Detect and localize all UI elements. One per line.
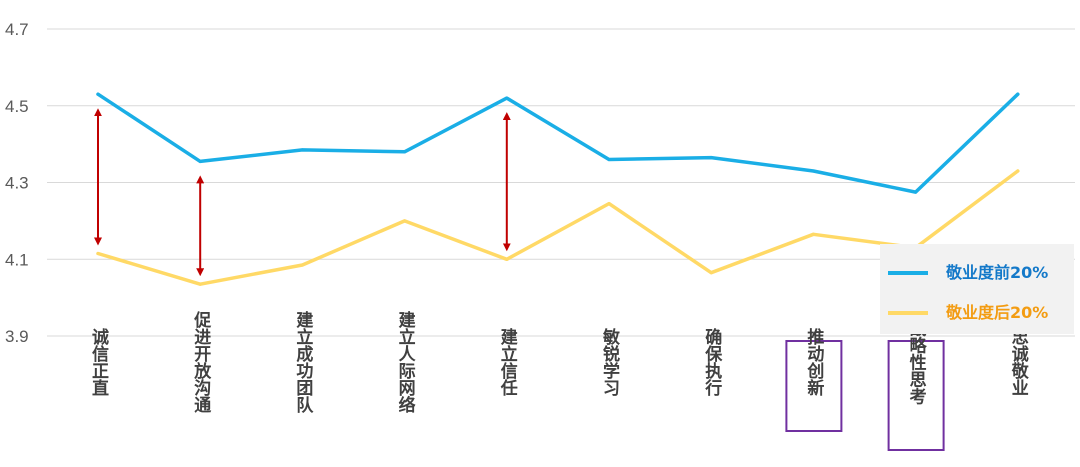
x-tick-label: 战略性思考	[906, 319, 928, 405]
x-axis: 诚信正直 促进开放沟通 建立成功团队 建立人际网络 建立信任 敏锐学习 确保执行 推动创新 战略…	[88, 310, 1029, 414]
data-point	[1016, 92, 1020, 96]
legend-label: 敬业度后20%	[945, 303, 1048, 322]
data-point	[300, 263, 304, 267]
x-tick-label: 忠诚敬业	[1008, 327, 1030, 396]
data-point	[403, 150, 407, 154]
category-highlights	[785, 340, 945, 451]
legend: 敬业度前20% 敬业度后20%	[880, 244, 1074, 334]
x-tick-label: 诚信正直	[88, 327, 109, 396]
data-point	[914, 190, 918, 194]
data-point	[811, 232, 815, 236]
legend-background	[880, 244, 1074, 334]
y-tick-label: 4.7	[5, 20, 29, 39]
data-point	[1016, 169, 1020, 173]
series-line-1	[96, 92, 1020, 194]
x-tick-label: 推动创新	[803, 327, 825, 396]
data-point	[607, 157, 611, 161]
data-point	[198, 159, 202, 163]
series-lines	[96, 92, 1020, 286]
category-highlight-box	[887, 340, 945, 451]
data-point	[198, 282, 202, 286]
data-point	[811, 169, 815, 173]
x-tick-label: 建立信任	[497, 327, 519, 397]
category-highlight-box	[785, 340, 843, 432]
x-tick-label: 敏锐学习	[599, 327, 621, 396]
data-point	[709, 156, 713, 160]
data-point	[505, 257, 509, 261]
y-tick-label: 4.3	[5, 174, 29, 193]
y-axis: 4.7 4.5 4.3 4.1 3.9	[5, 20, 29, 346]
gap-arrows	[94, 108, 511, 277]
x-tick-label: 促进开放沟通	[190, 310, 212, 413]
x-tick-label: 确保执行	[701, 327, 723, 397]
data-point	[505, 96, 509, 100]
legend-label: 敬业度前20%	[945, 263, 1048, 282]
data-point	[300, 148, 304, 152]
data-point	[96, 251, 100, 255]
y-tick-label: 4.5	[5, 97, 29, 116]
data-point	[403, 219, 407, 223]
data-point	[709, 271, 713, 275]
series-line-2	[96, 169, 1020, 286]
x-tick-label: 建立人际网络	[395, 310, 416, 414]
y-tick-label: 4.1	[5, 250, 29, 269]
data-point	[96, 92, 100, 96]
data-point	[607, 202, 611, 206]
x-tick-label: 建立成功团队	[292, 310, 313, 414]
y-tick-label: 3.9	[5, 327, 29, 346]
